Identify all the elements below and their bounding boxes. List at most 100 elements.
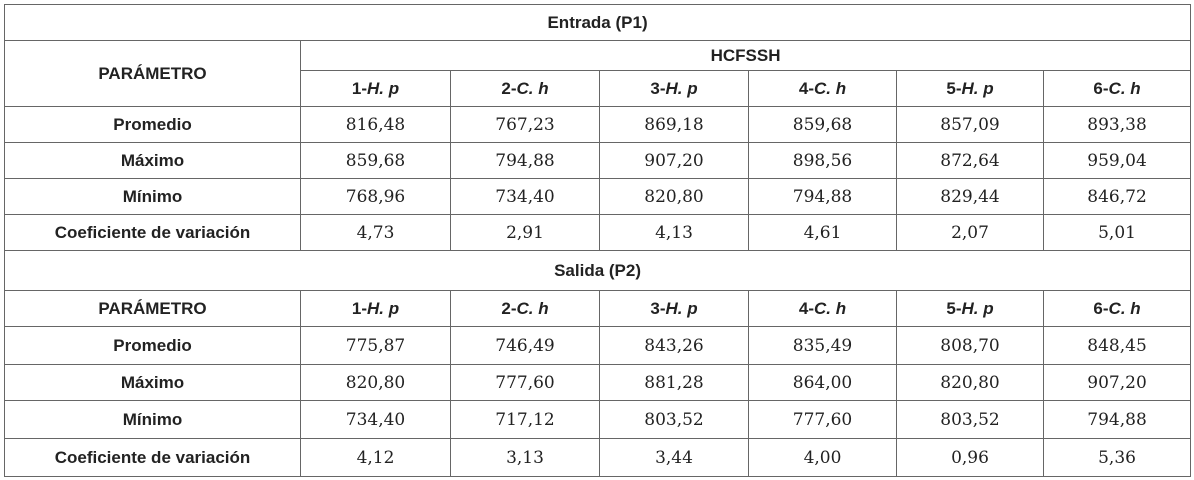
value-cell: 2,91 <box>450 214 600 251</box>
column-name: H. p <box>961 298 994 318</box>
value-cell: 4,73 <box>300 214 451 251</box>
value-cell: 872,64 <box>896 142 1044 179</box>
value-cell: 864,00 <box>748 364 897 401</box>
column-header: 3-H. p <box>599 290 749 327</box>
column-number: 3- <box>650 78 666 98</box>
value-cell: 816,48 <box>300 106 451 143</box>
value-cell: 907,20 <box>599 142 749 179</box>
column-header: 1-H. p <box>300 70 451 107</box>
column-header: 1-H. p <box>300 290 451 327</box>
column-name: C. h <box>814 78 847 98</box>
table-row: Promedio 816,48 767,23 869,18 859,68 857,09 89… <box>4 106 1192 143</box>
value-cell: 820,80 <box>300 364 451 401</box>
column-number: 1- <box>351 298 367 318</box>
value-cell: 808,70 <box>896 326 1044 365</box>
column-number: 1- <box>351 78 367 98</box>
value-cell: 820,80 <box>599 178 749 215</box>
value-cell: 893,38 <box>1042 106 1192 143</box>
value-cell: 794,88 <box>450 142 600 179</box>
value-cell: 869,18 <box>599 106 749 143</box>
column-header: 4-C. h <box>748 290 897 327</box>
column-number: 6- <box>1093 78 1109 98</box>
value-cell: 829,44 <box>896 178 1044 215</box>
row-label: Mínimo <box>4 178 301 215</box>
column-name: H. p <box>961 78 994 98</box>
table-row: Máximo 820,80 777,60 881,28 864,00 820,80 907,… <box>4 364 1192 401</box>
column-number: 6- <box>1093 298 1109 318</box>
value-cell: 4,61 <box>748 214 897 251</box>
row-label: Coeficiente de variación <box>4 214 301 251</box>
value-cell: 794,88 <box>748 178 897 215</box>
value-cell: 777,60 <box>450 364 600 401</box>
value-cell: 898,56 <box>748 142 897 179</box>
column-name: C. h <box>1108 298 1141 318</box>
column-header: 5-H. p <box>896 290 1044 327</box>
column-header: 2-C. h <box>450 70 600 107</box>
value-cell: 734,40 <box>450 178 600 215</box>
column-number: 4- <box>798 78 814 98</box>
value-cell: 835,49 <box>748 326 897 365</box>
value-cell: 3,13 <box>450 438 600 477</box>
table-row: Coeficiente de variación 4,73 2,91 4,13 4,61… <box>4 214 1192 251</box>
column-name: C. h <box>1108 78 1141 98</box>
value-cell: 746,49 <box>450 326 600 365</box>
column-header: 5-H. p <box>896 70 1044 107</box>
table-row: PARÁMETRO HCFSSH <box>4 40 1192 107</box>
value-cell: 843,26 <box>599 326 749 365</box>
row-label: Promedio <box>4 106 301 143</box>
value-cell: 734,40 <box>300 400 451 439</box>
column-header: 2-C. h <box>450 290 600 327</box>
parameter-header: PARÁMETRO <box>4 290 301 327</box>
table-row: Entrada (P1) <box>3 4 1192 41</box>
column-header: 6-C. h <box>1042 70 1192 107</box>
column-name: C. h <box>516 78 549 98</box>
value-cell: 881,28 <box>599 364 749 401</box>
column-number: 4- <box>798 298 814 318</box>
value-cell: 4,00 <box>748 438 897 477</box>
row-label: Máximo <box>4 364 301 401</box>
group-header: HCFSSH <box>299 40 1192 71</box>
column-number: 5- <box>946 78 962 98</box>
value-cell: 717,12 <box>450 400 600 439</box>
column-name: H. p <box>367 78 400 98</box>
value-cell: 5,01 <box>1042 214 1192 251</box>
column-header: 6-C. h <box>1042 290 1192 327</box>
column-name: H. p <box>367 298 400 318</box>
column-name: H. p <box>665 78 698 98</box>
table-row: Promedio 775,87 746,49 843,26 835,49 808,70 84… <box>4 326 1192 365</box>
value-cell: 767,23 <box>450 106 600 143</box>
row-label: Coeficiente de variación <box>4 438 301 477</box>
value-cell: 859,68 <box>748 106 897 143</box>
table-row: Coeficiente de variación 4,12 3,13 3,44 4,00… <box>4 438 1192 477</box>
column-number: 2- <box>501 298 517 318</box>
table-row: Máximo 859,68 794,88 907,20 898,56 872,64 959,… <box>4 142 1192 179</box>
value-cell: 0,96 <box>896 438 1044 477</box>
value-cell: 820,80 <box>896 364 1044 401</box>
row-label: Máximo <box>4 142 301 179</box>
value-cell: 4,12 <box>300 438 451 477</box>
value-cell: 775,87 <box>300 326 451 365</box>
column-header: 4-C. h <box>748 70 897 107</box>
table-row: Salida (P2) <box>3 250 1192 291</box>
value-cell: 848,45 <box>1042 326 1192 365</box>
value-cell: 3,44 <box>599 438 749 477</box>
column-header: 3-H. p <box>599 70 749 107</box>
value-cell: 959,04 <box>1042 142 1192 179</box>
row-label: Mínimo <box>4 400 301 439</box>
value-cell: 768,96 <box>300 178 451 215</box>
table-row: Mínimo 768,96 734,40 820,80 794,88 829,44 846,… <box>4 178 1192 215</box>
value-cell: 5,36 <box>1042 438 1192 477</box>
section-title: Salida (P2) <box>3 250 1192 291</box>
row-label: Promedio <box>4 326 301 365</box>
value-cell: 803,52 <box>896 400 1044 439</box>
parameter-header: PARÁMETRO <box>4 40 301 107</box>
value-cell: 2,07 <box>896 214 1044 251</box>
value-cell: 857,09 <box>896 106 1044 143</box>
section-title: Entrada (P1) <box>3 4 1192 41</box>
table-row: 1-H. p 2-C. h 3-H. p 4-C. h 5-H. p 6-C. h <box>5 70 1192 107</box>
column-name: H. p <box>665 298 698 318</box>
value-cell: 859,68 <box>300 142 451 179</box>
value-cell: 777,60 <box>748 400 897 439</box>
